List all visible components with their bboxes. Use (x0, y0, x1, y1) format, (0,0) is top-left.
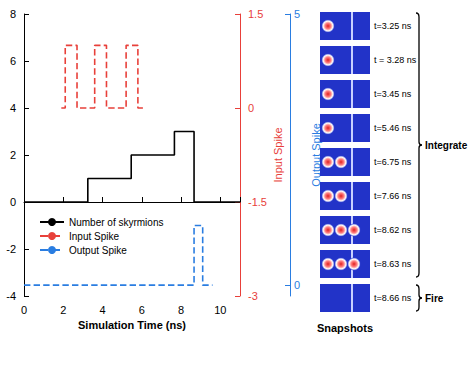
svg-text:Fire: Fire (425, 293, 444, 304)
svg-text:2: 2 (60, 304, 66, 316)
svg-text:6: 6 (139, 304, 145, 316)
svg-text:10: 10 (214, 304, 226, 316)
svg-text:8: 8 (178, 304, 184, 316)
svg-text:t=8.63 ns: t=8.63 ns (374, 259, 412, 269)
svg-text:Input Spike: Input Spike (272, 127, 284, 182)
svg-text:1.5: 1.5 (248, 8, 263, 20)
svg-text:Number of skyrmions: Number of skyrmions (69, 217, 163, 228)
svg-text:8: 8 (10, 8, 16, 20)
svg-text:0: 0 (294, 279, 300, 291)
svg-text:4: 4 (99, 304, 105, 316)
svg-text:-4: -4 (6, 290, 16, 302)
svg-text:2: 2 (10, 149, 16, 161)
svg-text:t=5.46 ns: t=5.46 ns (374, 123, 412, 133)
svg-text:t=3.25 ns: t=3.25 ns (374, 21, 412, 31)
svg-text:6: 6 (10, 55, 16, 67)
svg-text:Output Spike: Output Spike (310, 123, 322, 187)
svg-text:0: 0 (21, 304, 27, 316)
svg-text:-1.5: -1.5 (248, 196, 267, 208)
svg-text:Integrate: Integrate (425, 140, 468, 151)
svg-text:-3: -3 (248, 290, 258, 302)
svg-text:4: 4 (10, 102, 16, 114)
svg-text:0: 0 (248, 102, 254, 114)
svg-text:t=8.66 ns: t=8.66 ns (374, 293, 412, 303)
svg-text:Snapshots: Snapshots (317, 322, 373, 334)
svg-text:t=6.75 ns: t=6.75 ns (374, 157, 412, 167)
svg-text:-2: -2 (6, 243, 16, 255)
svg-text:Simulation Time (ns): Simulation Time (ns) (78, 319, 186, 331)
svg-text:0: 0 (10, 196, 16, 208)
svg-text:Output Spike: Output Spike (69, 245, 127, 256)
svg-text:t=8.62 ns: t=8.62 ns (374, 225, 412, 235)
svg-text:Input Spike: Input Spike (69, 231, 119, 242)
svg-text:t = 3.28 ns: t = 3.28 ns (374, 55, 417, 65)
svg-text:5: 5 (294, 8, 300, 20)
svg-text:t=3.45 ns: t=3.45 ns (374, 89, 412, 99)
svg-text:t=7.66 ns: t=7.66 ns (374, 191, 412, 201)
